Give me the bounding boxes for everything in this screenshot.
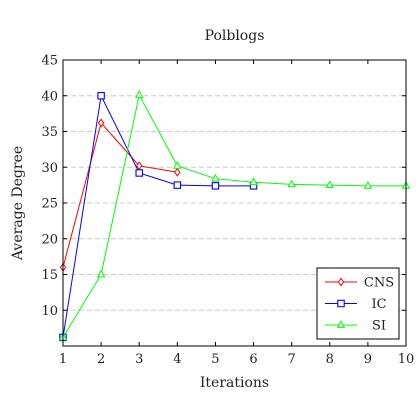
data-point-si	[325, 180, 335, 189]
x-tick-label: 6	[249, 352, 257, 367]
series-lines	[58, 90, 411, 342]
data-point-cns	[174, 167, 181, 177]
y-tick-label: 25	[41, 197, 58, 212]
data-point-ic	[173, 181, 182, 189]
data-point-si	[249, 177, 258, 186]
legend-item-ic: IC	[325, 297, 387, 312]
series-line-ic	[62, 94, 254, 338]
data-point-si	[287, 179, 296, 188]
legend-item-si: SI	[325, 319, 386, 334]
y-tick-label: 10	[41, 304, 58, 319]
data-point-si	[211, 173, 220, 182]
series-line-si	[62, 93, 406, 338]
x-tick-label: 4	[173, 352, 181, 367]
data-point-ic	[211, 182, 220, 190]
y-tick-label: 45	[41, 54, 58, 69]
legend: CNS IC SI	[316, 267, 400, 340]
y-tick-label: 35	[41, 125, 58, 140]
x-tick-label: 7	[288, 352, 296, 367]
legend-marker	[336, 320, 346, 328]
y-tick-label: 30	[41, 161, 58, 176]
series-cns	[59, 118, 181, 272]
data-point-si	[173, 160, 182, 169]
chart-title: Polblogs	[205, 28, 265, 44]
x-tick-label: 3	[135, 352, 143, 367]
x-axis-title: Iterations	[200, 375, 269, 391]
x-tick-label: 8	[326, 352, 334, 367]
data-point-si	[96, 269, 106, 278]
y-tick-label: 15	[41, 268, 58, 283]
grid	[63, 95, 406, 311]
series-si	[58, 90, 411, 341]
x-tick-label: 1	[59, 352, 67, 367]
legend-item-cns: CNS	[325, 276, 394, 291]
data-point-cns	[97, 118, 105, 128]
y-tick-label: 40	[41, 89, 58, 104]
x-tick-label: 10	[398, 352, 415, 367]
data-point-si	[363, 181, 373, 189]
data-point-ic	[97, 92, 105, 100]
data-point-si	[134, 90, 144, 98]
y-axis-title: Average Degree	[10, 146, 26, 261]
data-point-ic	[135, 169, 143, 177]
legend-label: CNS	[364, 276, 394, 291]
y-tick-label: 20	[41, 232, 58, 247]
x-tick-label: 9	[364, 352, 372, 367]
x-tick-label: 5	[211, 352, 219, 367]
legend-label: SI	[372, 319, 386, 334]
series-line-cns	[62, 121, 178, 268]
legend-marker	[337, 299, 345, 308]
x-tick-label: 2	[97, 352, 105, 367]
legend-marker	[337, 277, 345, 287]
legend-label: IC	[371, 297, 386, 312]
